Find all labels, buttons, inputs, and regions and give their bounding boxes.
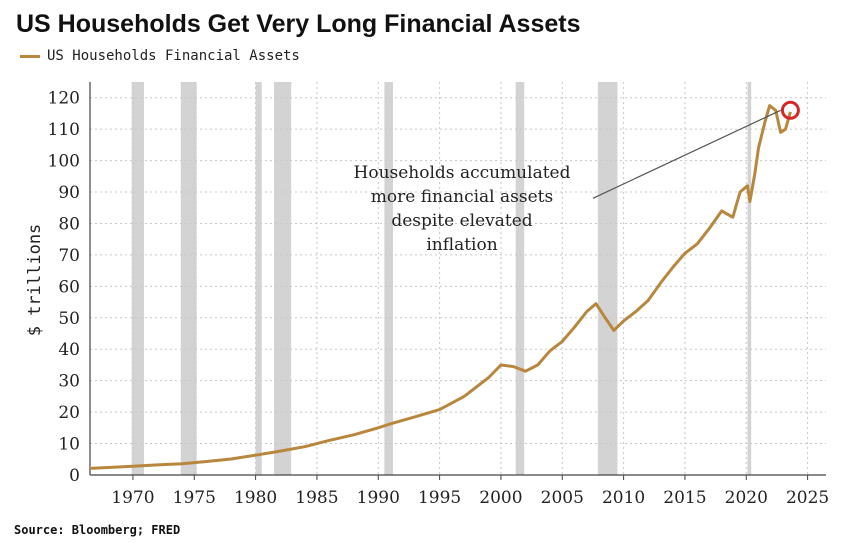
legend-label: US Households Financial Assets [47,48,300,64]
recession-band [255,82,262,475]
legend: US Households Financial Assets [20,48,300,64]
annotation-arrow [592,109,781,199]
source-note: Source: Bloomberg; FRED [14,523,181,537]
x-tick-label: 1990 [357,488,400,508]
annotation-text: inflation [426,235,497,255]
x-tick-label: 1970 [111,488,154,508]
y-axis-label: $ trillions [25,224,45,337]
chart-title: US Households Get Very Long Financial As… [16,10,581,38]
x-tick-label: 1980 [234,488,277,508]
x-tick-label: 2025 [786,488,829,508]
x-tick-label: 1985 [295,488,338,508]
x-tick-label: 2010 [602,488,645,508]
x-tick-label: 1975 [173,488,216,508]
y-tick-label: 80 [58,214,80,234]
series-line [89,104,792,470]
y-tick-label: 10 [58,435,80,455]
recession-band [274,82,292,475]
recession-band [131,82,144,475]
y-tick-label: 70 [58,246,80,266]
recession-band [180,82,197,475]
y-tick-label: 40 [58,340,80,360]
y-tick-label: 110 [48,120,80,140]
y-tick-label: 120 [48,89,80,109]
y-tick-label: 20 [58,403,80,423]
annotation-text: despite elevated [391,211,532,231]
recession-band [597,82,618,475]
y-tick-label: 90 [58,183,80,203]
y-tick-label: 100 [48,152,80,172]
recession-band [515,82,525,475]
highlight-circle [780,100,800,120]
y-tick-label: 50 [58,309,80,329]
x-tick-label: 2015 [663,488,706,508]
x-tick-label: 2000 [479,488,522,508]
x-tick-label: 2005 [541,488,584,508]
y-tick-label: 60 [58,277,80,297]
annotation-text: Households accumulated [354,163,571,183]
y-tick-label: 0 [69,466,80,486]
recession-band [747,82,752,475]
annotation-text: more financial assets [371,187,553,207]
recession-band [384,82,393,475]
x-tick-label: 2020 [725,488,768,508]
x-tick-label: 1995 [418,488,461,508]
legend-swatch [20,54,40,58]
y-tick-label: 30 [58,372,80,392]
